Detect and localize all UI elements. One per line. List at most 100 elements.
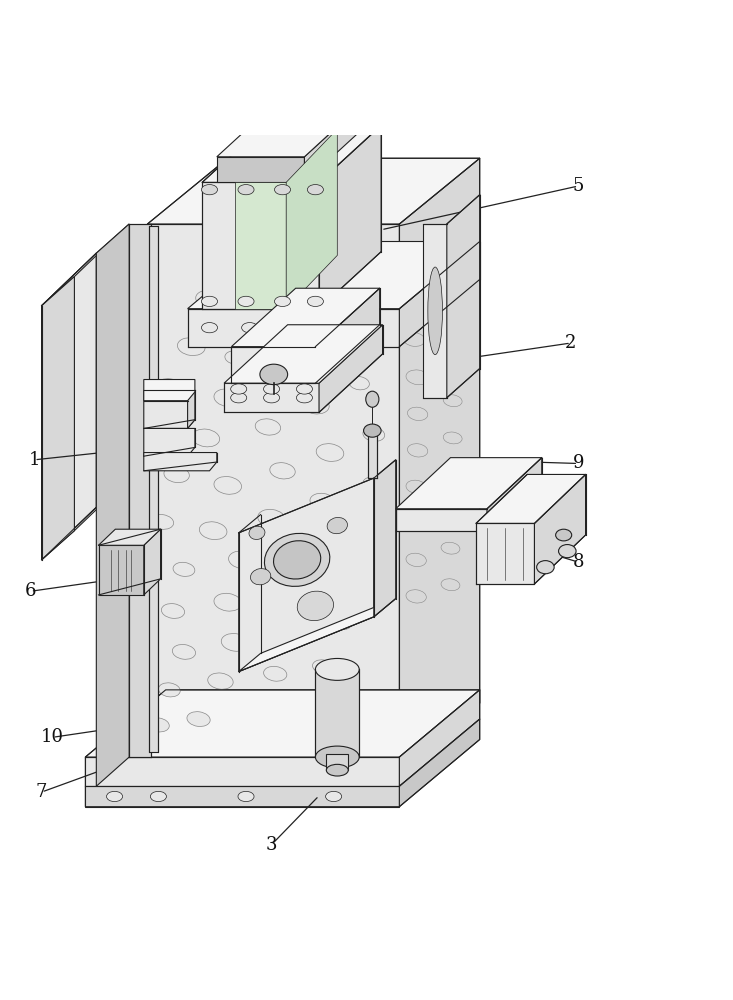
Ellipse shape (441, 542, 460, 554)
Ellipse shape (441, 469, 460, 481)
Text: 3: 3 (266, 836, 277, 854)
Ellipse shape (238, 791, 254, 802)
Ellipse shape (327, 517, 347, 534)
Polygon shape (476, 474, 586, 523)
Ellipse shape (274, 296, 290, 306)
Text: 4: 4 (572, 517, 584, 535)
Ellipse shape (307, 296, 323, 306)
Ellipse shape (364, 424, 381, 437)
Text: 10: 10 (41, 728, 64, 746)
Polygon shape (129, 224, 151, 757)
Ellipse shape (406, 295, 430, 310)
Polygon shape (96, 224, 129, 786)
Polygon shape (144, 390, 195, 428)
Ellipse shape (199, 522, 227, 540)
Ellipse shape (301, 396, 329, 414)
Ellipse shape (207, 673, 233, 689)
Ellipse shape (202, 185, 218, 195)
Text: 8: 8 (572, 553, 584, 571)
Polygon shape (487, 458, 542, 531)
Ellipse shape (287, 539, 314, 556)
Ellipse shape (440, 318, 461, 332)
Ellipse shape (172, 644, 196, 659)
Ellipse shape (214, 389, 242, 407)
Ellipse shape (265, 533, 330, 586)
Ellipse shape (363, 427, 385, 441)
Polygon shape (319, 325, 383, 412)
Ellipse shape (297, 591, 334, 621)
Polygon shape (239, 599, 396, 672)
Ellipse shape (147, 718, 169, 732)
Polygon shape (42, 253, 96, 560)
Ellipse shape (443, 432, 462, 444)
Ellipse shape (349, 377, 369, 390)
Polygon shape (315, 288, 380, 383)
Ellipse shape (150, 791, 166, 802)
Polygon shape (399, 719, 479, 807)
Ellipse shape (326, 306, 348, 321)
Polygon shape (396, 458, 542, 509)
Polygon shape (188, 242, 479, 309)
Polygon shape (399, 690, 479, 786)
Ellipse shape (221, 634, 248, 651)
Polygon shape (149, 226, 158, 752)
Polygon shape (42, 224, 129, 306)
Polygon shape (232, 288, 380, 347)
Ellipse shape (196, 290, 224, 308)
Ellipse shape (214, 593, 242, 611)
Polygon shape (98, 545, 144, 595)
Ellipse shape (238, 296, 254, 306)
Ellipse shape (403, 332, 425, 346)
Ellipse shape (158, 683, 180, 697)
Polygon shape (147, 224, 399, 770)
Ellipse shape (315, 746, 359, 768)
Polygon shape (374, 460, 396, 617)
Polygon shape (368, 434, 377, 478)
Ellipse shape (315, 658, 359, 680)
Ellipse shape (260, 364, 287, 385)
Ellipse shape (326, 572, 348, 586)
Polygon shape (326, 754, 348, 770)
Polygon shape (232, 347, 315, 383)
Ellipse shape (238, 185, 254, 195)
Ellipse shape (366, 323, 382, 333)
Ellipse shape (312, 660, 333, 673)
Ellipse shape (296, 393, 312, 403)
Text: 9: 9 (572, 454, 584, 472)
Ellipse shape (537, 561, 554, 574)
Polygon shape (399, 242, 479, 347)
Ellipse shape (406, 370, 430, 385)
Ellipse shape (229, 551, 256, 569)
Polygon shape (144, 380, 195, 401)
Ellipse shape (270, 463, 295, 479)
Polygon shape (147, 158, 479, 224)
Ellipse shape (444, 356, 464, 369)
Ellipse shape (251, 569, 270, 585)
Ellipse shape (192, 429, 220, 447)
Ellipse shape (441, 506, 460, 518)
Ellipse shape (157, 379, 182, 395)
Polygon shape (217, 157, 304, 182)
Ellipse shape (225, 351, 246, 364)
Ellipse shape (363, 477, 385, 491)
Ellipse shape (264, 666, 287, 681)
Polygon shape (304, 100, 366, 182)
Ellipse shape (202, 323, 218, 333)
Ellipse shape (273, 541, 321, 579)
Ellipse shape (177, 338, 205, 356)
Ellipse shape (325, 323, 342, 333)
Ellipse shape (556, 529, 572, 541)
Ellipse shape (371, 559, 391, 572)
Ellipse shape (264, 393, 279, 403)
Polygon shape (85, 786, 399, 807)
Ellipse shape (406, 590, 427, 603)
Ellipse shape (330, 616, 352, 630)
Text: 1: 1 (29, 451, 40, 469)
Polygon shape (188, 390, 195, 428)
Ellipse shape (276, 316, 303, 334)
Ellipse shape (443, 395, 462, 407)
Ellipse shape (341, 526, 363, 540)
Polygon shape (144, 428, 195, 456)
Ellipse shape (406, 480, 427, 494)
Polygon shape (202, 182, 319, 309)
